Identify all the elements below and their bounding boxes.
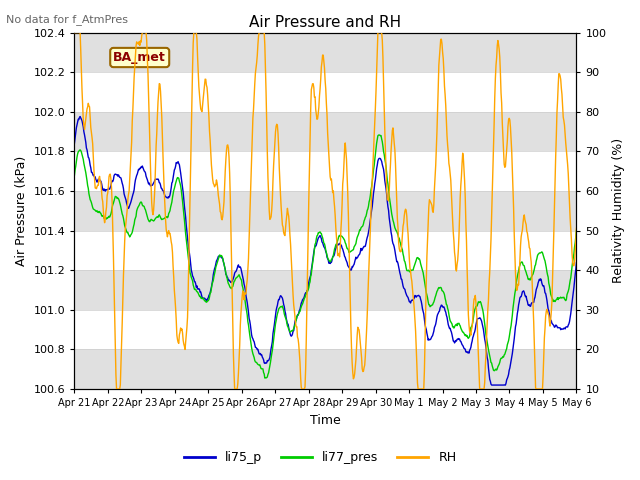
Y-axis label: Relativity Humidity (%): Relativity Humidity (%) xyxy=(612,138,625,283)
Bar xyxy=(74,33,577,72)
Text: BA_met: BA_met xyxy=(113,51,166,64)
X-axis label: Time: Time xyxy=(310,414,341,427)
Y-axis label: Air Pressure (kPa): Air Pressure (kPa) xyxy=(15,156,28,266)
Text: No data for f_AtmPres: No data for f_AtmPres xyxy=(6,14,129,25)
Bar xyxy=(74,112,577,151)
Legend: li75_p, li77_pres, RH: li75_p, li77_pres, RH xyxy=(179,446,461,469)
Bar xyxy=(74,270,577,310)
Bar xyxy=(74,349,577,389)
Title: Air Pressure and RH: Air Pressure and RH xyxy=(250,15,401,30)
Bar xyxy=(74,191,577,230)
